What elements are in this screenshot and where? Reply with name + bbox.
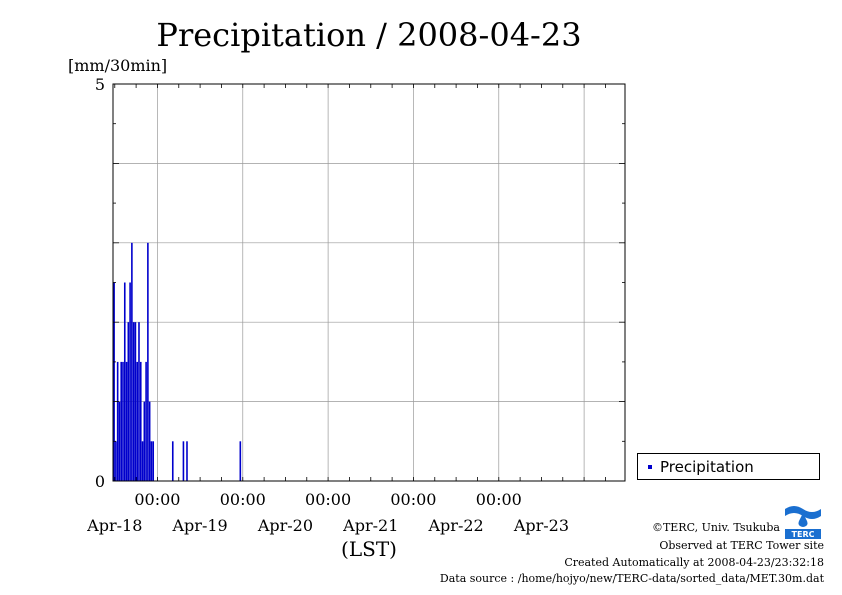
x-axis-label: (LST) [341,537,397,561]
precipitation-bar [239,441,242,481]
x-date-label: Apr-22 [428,516,484,535]
precipitation-bar [122,361,124,481]
x-date-label: Apr-19 [172,516,228,535]
chart-title: Precipitation / 2008-04-23 [156,16,581,54]
x-time-label: 00:00 [305,490,351,509]
legend: Precipitation [637,453,820,480]
precipitation-bar [152,441,155,481]
precipitation-bar [148,401,151,481]
precipitation-bar [171,441,174,481]
y-tick-labels: 05 [95,75,105,491]
x-tick-labels: 00:00 00:00 00:00 00:00 00:00 Apr-18 Apr-19 Apr… [86,490,569,535]
precipitation-bar [120,361,123,481]
precipitation-bar [138,322,140,481]
precipitation-bar [141,441,144,481]
x-time-label: 00:00 [476,490,522,509]
terc-logo-icon: TERC [785,506,821,539]
axis-ticks [113,83,625,482]
precipitation-bar [116,361,119,481]
plot-frame [112,83,626,482]
x-date-label: Apr-23 [513,516,569,535]
precipitation-bar [132,322,135,481]
precipitation-bar [145,361,147,481]
y-axis-label: [mm/30min] [68,56,167,75]
legend-swatch [648,465,652,469]
x-date-label: Apr-20 [257,516,313,535]
precipitation-bars [113,242,242,481]
y-tick-label: 0 [95,472,105,491]
precipitation-bar [143,401,146,481]
precipitation-bar [115,441,117,481]
x-time-label: 00:00 [134,490,180,509]
grid-lines [113,84,625,481]
precipitation-bar [131,242,133,481]
precipitation-bar [139,361,142,481]
observed-text: Observed at TERC Tower site [659,539,824,552]
precipitation-bar [186,441,188,481]
x-time-label: 00:00 [220,490,266,509]
created-text: Created Automatically at 2008-04-23/23:3… [564,556,824,569]
logo-text: TERC [792,530,815,539]
x-date-label: Apr-18 [86,516,142,535]
copyright-text: ©TERC, Univ. Tsukuba [651,521,780,534]
y-tick-label: 5 [95,75,105,94]
precipitation-bar [129,282,131,481]
precipitation-bar [182,441,185,481]
precipitation-bar [147,242,149,481]
legend-label: Precipitation [660,458,754,476]
precipitation-bar [123,282,126,481]
precipitation-bar [150,441,153,481]
precipitation-bar [127,322,130,481]
source-text: Data source : /home/hojyo/new/TERC-data/… [439,572,824,585]
precipitation-bar [136,361,139,481]
precipitation-bar [113,282,115,481]
x-time-label: 00:00 [390,490,436,509]
precipitation-bar [125,361,128,481]
precipitation-bar [118,401,121,481]
precipitation-bar [134,322,137,481]
x-date-label: Apr-21 [342,516,398,535]
